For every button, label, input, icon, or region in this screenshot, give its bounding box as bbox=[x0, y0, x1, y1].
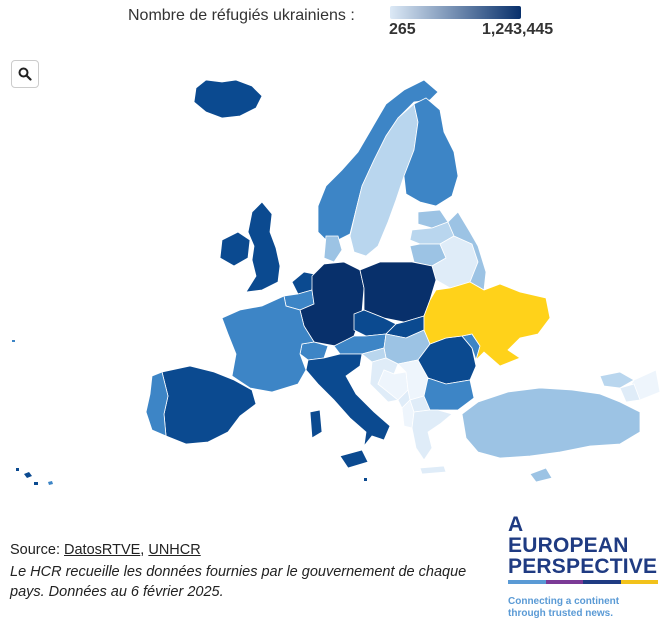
country-switzerland[interactable] bbox=[299, 341, 329, 361]
source-prefix: Source: bbox=[10, 542, 64, 558]
country-malta[interactable] bbox=[364, 478, 367, 481]
logo-tagline-2: through trusted news. bbox=[508, 608, 613, 619]
logo-tagline-1: Connecting a continent bbox=[508, 596, 620, 607]
country-georgia[interactable] bbox=[599, 371, 635, 389]
logo-line-2: EUROPEAN bbox=[508, 534, 629, 557]
country-spain-canaries[interactable] bbox=[16, 468, 38, 485]
legend-color-scale bbox=[390, 6, 521, 19]
logo-line-1: A bbox=[508, 513, 524, 536]
country-ukraine[interactable] bbox=[423, 281, 551, 367]
legend-min-value: 265 bbox=[389, 21, 416, 38]
logo-stripe bbox=[508, 580, 658, 584]
country-italy-sardinia[interactable] bbox=[309, 409, 323, 439]
country-portugal[interactable] bbox=[145, 371, 169, 437]
country-portugal-madeira[interactable] bbox=[48, 481, 53, 485]
country-iceland[interactable] bbox=[193, 79, 263, 119]
europe-map bbox=[12, 79, 661, 485]
country-finland[interactable] bbox=[403, 97, 459, 207]
source-link-unhcr[interactable]: UNHCR bbox=[148, 542, 201, 558]
country-cyprus[interactable] bbox=[529, 467, 553, 483]
magnifier-icon bbox=[18, 67, 32, 81]
data-note: Le HCR recueille les données fournies pa… bbox=[10, 564, 467, 600]
source-link-datosrtve[interactable]: DatosRTVE bbox=[64, 542, 141, 558]
country-russia[interactable] bbox=[447, 211, 487, 291]
source-separator: , bbox=[140, 542, 149, 558]
country-italy[interactable] bbox=[305, 353, 391, 448]
country-italy-sicily[interactable] bbox=[339, 449, 369, 469]
legend-max-value: 1,243,445 bbox=[482, 21, 554, 38]
search-button[interactable] bbox=[11, 60, 39, 88]
country-denmark[interactable] bbox=[323, 235, 343, 263]
country-united-kingdom[interactable] bbox=[245, 201, 281, 293]
country-france[interactable] bbox=[221, 295, 315, 393]
country-turkey[interactable] bbox=[461, 387, 641, 459]
country-greece-crete[interactable] bbox=[419, 465, 447, 475]
country-ireland[interactable] bbox=[219, 231, 251, 267]
source-line: Source: DatosRTVE, UNHCR bbox=[10, 542, 201, 558]
legend-title: Nombre de réfugiés ukrainiens : bbox=[128, 7, 355, 24]
country-greece[interactable] bbox=[411, 409, 453, 461]
country-portugal-azores[interactable] bbox=[12, 340, 15, 342]
european-perspective-logo: A EUROPEAN PERSPECTIVE Connecting a cont… bbox=[508, 514, 663, 620]
country-armenia[interactable] bbox=[619, 383, 641, 403]
logo-line-3: PERSPECTIVE bbox=[508, 555, 658, 578]
